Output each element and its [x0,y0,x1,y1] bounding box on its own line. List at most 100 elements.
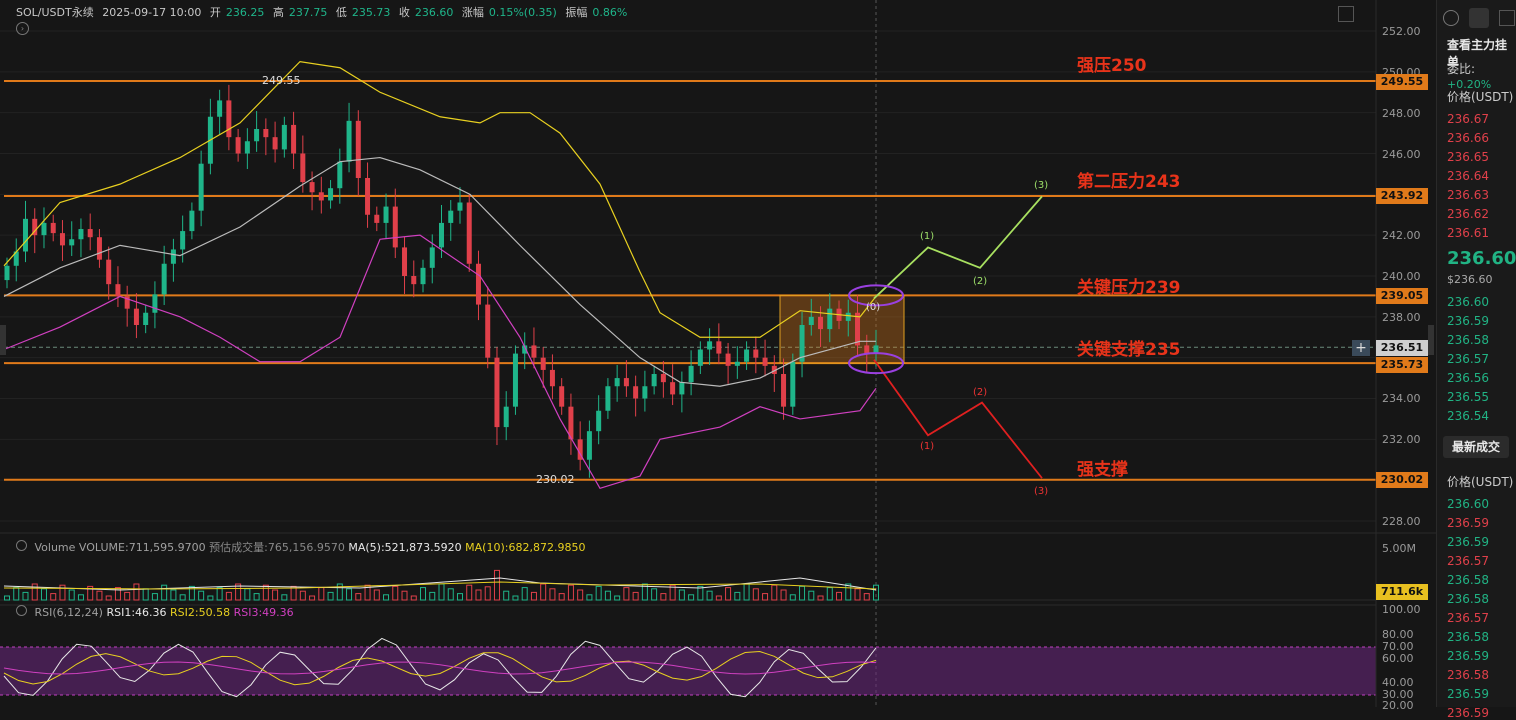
candle-body [827,308,833,330]
volume-bar [299,590,306,601]
right-panel-handle[interactable] [1428,325,1434,355]
candle-body [845,312,851,321]
y-axis-label: 240.00 [1382,270,1421,283]
volume-bar [133,583,140,601]
trade-row: 236.60 [1447,497,1489,511]
volume-bar [595,585,602,601]
candle-body [864,345,870,354]
trade-row: 236.59 [1447,516,1489,530]
ask-row[interactable]: 236.64 [1447,169,1489,183]
scenario-down-3: (3) [1034,486,1049,497]
bear-scenario-line [873,359,1043,479]
level-note-230: 强支撑 [1077,460,1128,480]
candle-body [4,265,10,281]
layout-icon[interactable] [1469,8,1489,28]
volume-bar [161,584,168,601]
rsi-axis: 20.00 [1382,699,1414,712]
bid-row[interactable]: 236.57 [1447,352,1489,366]
volume-bar [188,585,195,601]
volume-ma5: MA(5):521,873.5920 [348,541,462,554]
fullscreen-icon[interactable] [1338,6,1354,22]
bid-row[interactable]: 236.59 [1447,314,1489,328]
left-panel-handle[interactable] [0,325,6,355]
volume-bar [752,588,759,601]
volume-bar [586,594,593,601]
trade-row: 236.59 [1447,706,1489,720]
rsi3-value: RSI3:49.36 [233,606,294,619]
volume-bar [632,591,639,601]
collapse-icon[interactable]: › [16,22,29,35]
volume-bar [863,593,870,601]
volume-bar [281,594,288,601]
bid-row[interactable]: 236.54 [1447,409,1489,423]
candle-body [855,312,861,346]
volume-bar [558,593,565,601]
change-value: 0.15%(0.35) [488,6,557,19]
ask-row[interactable]: 236.63 [1447,188,1489,202]
bid-row[interactable]: 236.60 [1447,295,1489,309]
candle-body [180,231,186,250]
latest-trades-button[interactable]: 最新成交 [1443,436,1509,458]
volume-bar [678,589,685,601]
volume-ma10: MA(10):682,872.9850 [465,541,586,554]
rsi-title: RSI(6,12,24) [34,606,103,619]
candle-body [762,357,768,366]
volume-bar [207,595,214,601]
candle-body [170,249,176,264]
volume-bar [854,588,861,601]
trade-row: 236.59 [1447,687,1489,701]
settings-icon[interactable] [1443,10,1459,26]
volume-bar [540,583,547,601]
bid-row[interactable]: 236.56 [1447,371,1489,385]
candle-body [716,341,722,354]
candle-body [411,276,417,285]
volume-collapse-icon[interactable] [16,540,27,551]
trade-row: 236.58 [1447,592,1489,606]
volume-bar [715,595,722,601]
add-alert-icon[interactable]: + [1352,340,1370,356]
ask-row[interactable]: 236.66 [1447,131,1489,145]
volume-bar [456,593,463,601]
main-orders-link[interactable]: 查看主力挂单 [1447,38,1508,69]
bid-row[interactable]: 236.58 [1447,333,1489,347]
volume-bar [614,595,621,601]
volume-bar [651,588,658,601]
ask-row[interactable]: 236.61 [1447,226,1489,240]
volume-bar [493,569,500,601]
ask-row[interactable]: 236.62 [1447,207,1489,221]
candle-body [189,210,195,232]
ask-row[interactable]: 236.65 [1447,150,1489,164]
layout-alt-icon[interactable] [1499,10,1515,26]
volume-bar [124,591,131,601]
candle-body [679,382,685,395]
rsi-collapse-icon[interactable] [16,605,27,616]
low-label: 低 [335,6,347,19]
trade-row: 236.58 [1447,630,1489,644]
bid-row[interactable]: 236.55 [1447,390,1489,404]
symbol-label: SOL/USDT永续 [16,6,94,19]
high-label: 高 [272,6,284,19]
ask-row[interactable]: 236.67 [1447,112,1489,126]
trade-row: 236.59 [1447,649,1489,663]
change-label: 涨幅 [461,6,484,19]
volume-bar [142,588,149,601]
candle-body [466,202,472,264]
rsi3-line [3,661,877,675]
candle-body [328,188,334,201]
volume-bar [50,593,57,601]
candle-body [300,153,306,183]
y-axis-label: 242.00 [1382,229,1421,242]
scenario-down-1: (1) [920,441,935,452]
volume-bar [447,588,454,601]
y-axis-label: 228.00 [1382,515,1421,528]
kline-chart[interactable] [0,0,1436,707]
volume-bar [151,593,158,601]
candle-body [198,163,204,211]
volume-bar [216,587,223,601]
level-note-243: 第二压力243 [1077,172,1181,192]
last-price: 236.60 [1447,248,1516,269]
candle-body [697,349,703,366]
candle-body [799,325,805,362]
volume-bar [549,588,556,601]
trade-row: 236.57 [1447,554,1489,568]
